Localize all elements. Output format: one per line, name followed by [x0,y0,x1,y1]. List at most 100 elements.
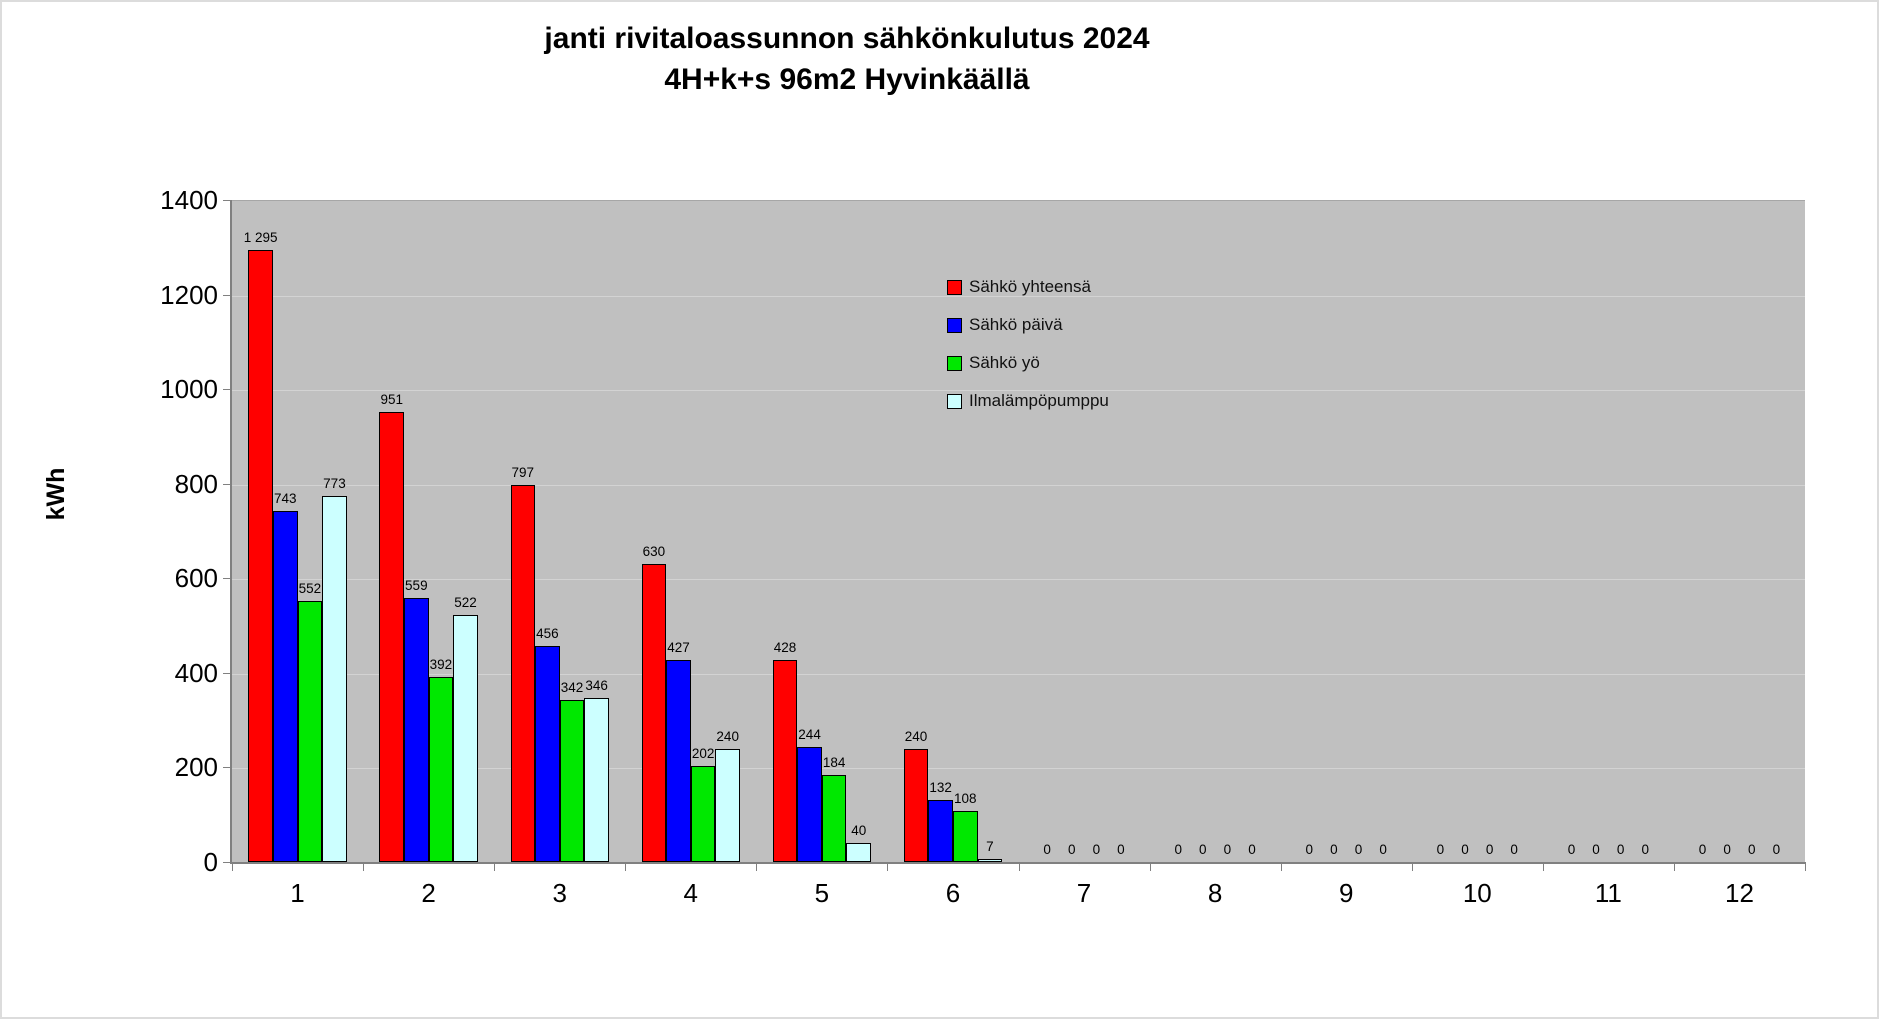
bar-label: 240 [904,728,928,744]
bar-label: 522 [454,595,477,611]
y-axis-title: kWh [42,467,70,521]
legend-label: Sähkö yö [969,353,1040,372]
bar-s-hk-p-iv--2 [404,597,429,862]
bar-label: 0 [1616,842,1625,857]
x-axis-line [230,862,1805,864]
chart-title-line-1: janti rivitaloassunnon sähkönkulutus 202… [544,22,1150,55]
bar-label: 244 [798,726,821,742]
bar-s-hk-p-iv--4 [666,660,691,862]
x-tick [232,862,233,871]
bar-s-hk-y--4 [690,766,716,862]
bar-label: 0 [1436,842,1445,857]
bar-label: 40 [851,823,867,839]
bar-label: 797 [511,465,535,481]
x-tick-label: 5 [814,878,830,908]
bar-label: 184 [822,754,846,770]
bar-label: 0 [1043,842,1051,857]
bar-label: 0 [1092,842,1101,857]
bar-label: 0 [1723,842,1731,857]
gridline [232,390,1805,392]
legend-label: Sähkö yhteensä [969,277,1091,296]
bar-s-hk-yhteens--6 [903,748,929,862]
gridline [232,484,1805,486]
bar-label: 0 [1248,842,1256,857]
bar-label: 0 [1641,842,1650,857]
x-tick [1673,862,1675,871]
bar-label: 428 [773,639,797,655]
bar-s-hk-yhteens--4 [641,564,667,862]
y-tick-label: 0 [203,847,218,877]
x-tick [1149,862,1151,871]
x-tick [494,862,496,871]
chart-title-line-2: 4H+k+s 96m2 Hyvinkäällä [664,63,1030,96]
x-tick-label: 8 [1207,878,1223,908]
x-tick [887,862,889,871]
y-tick-label: 800 [174,468,218,499]
bar-label: 0 [1354,842,1363,857]
bar-label: 0 [1592,842,1600,857]
x-tick-label: 4 [683,878,699,908]
bar-label: 743 [273,490,297,506]
legend-item: Sähkö yö [947,344,1109,382]
bar-label: 0 [1199,842,1207,857]
bar-ilmal-mp-pumppu-3 [584,698,609,862]
legend-item: Ilmalämpöpumppu [947,382,1109,420]
x-tick-label: 3 [552,878,567,908]
bar-label: 0 [1305,842,1314,857]
x-tick [625,862,627,871]
bar-s-hk-y--3 [559,700,585,862]
bar-label: 630 [642,544,666,560]
bar-s-hk-yhteens--3 [510,485,536,862]
bar-s-hk-yhteens--5 [772,659,798,862]
bar-label: 7 [986,838,994,854]
bar-label: 0 [1223,842,1232,857]
x-tick [1542,862,1544,871]
bar-label: 0 [1174,842,1182,857]
bar-label: 108 [953,790,977,806]
y-tick [223,767,232,769]
x-tick-label: 2 [421,878,436,908]
legend-swatch-blue-icon [947,317,962,333]
bar-s-hk-y--5 [821,774,847,862]
bar-label: 0 [1698,842,1707,857]
y-tick [223,578,232,580]
bar-s-hk-p-iv--5 [797,746,822,862]
bar-s-hk-p-iv--1 [272,510,298,862]
bar-label: 342 [560,680,584,696]
bar-s-hk-p-iv--3 [535,646,560,862]
bar-label: 202 [691,746,715,762]
x-tick-label: 11 [1594,878,1622,908]
legend-item: Sähkö päivä [947,306,1109,344]
bar-label: 0 [1485,842,1494,857]
bar-label: 552 [298,580,322,596]
bar-s-hk-y--6 [952,810,978,862]
bar-label: 773 [323,476,346,492]
bar-ilmal-mp-pumppu-5 [846,843,872,862]
x-tick [756,862,758,871]
bar-label: 0 [1117,842,1125,857]
y-tick-label: 1000 [160,374,218,405]
bar-label: 0 [1379,842,1387,857]
bar-label: 456 [536,626,559,642]
y-tick-label: 200 [174,752,218,783]
plot-area [232,200,1805,863]
y-tick [223,672,232,674]
legend-label: Sähkö päivä [969,315,1063,334]
x-tick-label: 7 [1076,878,1092,908]
legend: Sähkö yhteensä Sähkö päivä Sähkö yö Ilma… [947,268,1109,420]
bar-s-hk-p-iv--6 [928,799,953,862]
legend-label: Ilmalämpöpumppu [969,391,1109,410]
bar-label: 0 [1747,842,1756,857]
bar-ilmal-mp-pumppu-1 [322,496,347,862]
bar-label: 1 295 [243,229,278,245]
y-tick [223,200,232,201]
bar-s-hk-yhteens--1 [248,249,273,862]
bar-label: 240 [716,728,739,744]
legend-swatch-cyan-icon [947,393,962,409]
y-tick [223,862,232,863]
x-tick [1805,862,1806,871]
legend-swatch-red-icon [947,279,962,295]
y-tick-label: 1200 [160,279,218,310]
gridline [232,768,1805,770]
